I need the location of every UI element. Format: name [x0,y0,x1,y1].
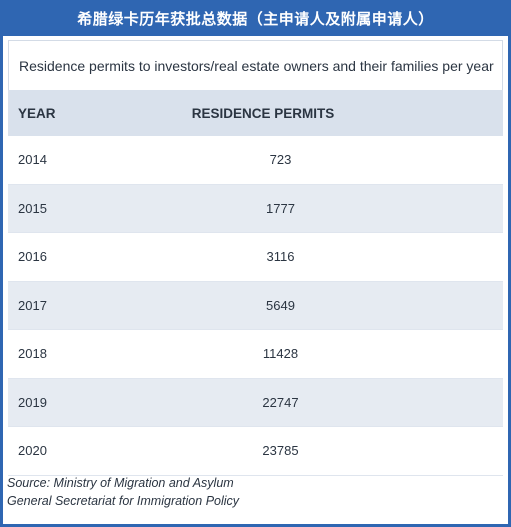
cell-value: 3116 [266,249,295,265]
data-table: Residence permits to investors/real esta… [8,40,503,476]
cell-year: 2017 [18,297,47,313]
cell-year: 2020 [18,443,47,459]
cell-year: 2014 [18,152,47,168]
banner-title: 希腊绿卡历年获批总数据（主申请人及附属申请人） [77,9,434,28]
cell-value: 22747 [262,394,299,410]
header-year: YEAR [18,105,56,121]
table-row: 2017 5649 [8,281,503,330]
source-line-secretariat: General Secretariat for Immigration Poli… [7,494,240,508]
table-row: 2018 11428 [8,330,503,379]
table-row: 2014 723 [8,136,503,185]
cell-year: 2018 [18,346,47,362]
cell-year: 2015 [18,200,47,216]
cell-value: 723 [269,152,292,168]
header-residence-permits: RESIDENCE PERMITS [191,105,335,121]
table-header: YEAR RESIDENCE PERMITS [8,90,503,136]
cell-value: 1777 [266,200,295,216]
table-row: 2015 1777 [8,184,503,233]
table-caption: Residence permits to investors/real esta… [8,40,503,90]
cell-year: 2016 [18,249,47,265]
table-row: 2019 22747 [8,378,503,427]
table-row: 2020 23785 [8,427,503,476]
cell-year: 2019 [18,394,47,410]
cell-value: 11428 [262,346,299,362]
cell-value: 5649 [266,297,295,313]
table-panel: Residence permits to investors/real esta… [3,36,508,524]
source-note: Source: Ministry of Migration and Asylum… [7,474,239,510]
source-line-ministry: Source: Ministry of Migration and Asylum [7,476,234,490]
table-row: 2016 3116 [8,233,503,282]
cell-value: 23785 [262,443,299,459]
